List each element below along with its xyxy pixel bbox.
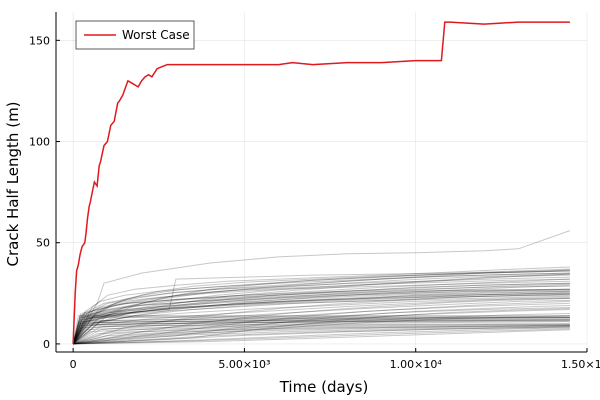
ensemble-line-45 [72, 278, 570, 345]
ensemble-line-40 [72, 290, 570, 345]
ensemble-line-32 [73, 313, 570, 345]
ensemble-line-35 [72, 288, 570, 345]
ensemble-line-24 [72, 293, 570, 345]
ensemble-line-53 [72, 272, 570, 345]
ensemble-line-13 [73, 326, 570, 345]
ensemble-line-4 [72, 323, 570, 345]
ensemble-line-31 [72, 309, 570, 345]
ensemble-line-63 [72, 269, 570, 345]
ensemble-line-65 [73, 297, 570, 345]
ensemble-line-26 [72, 296, 570, 345]
ensemble-line-33 [73, 315, 570, 345]
ensemble-line-34 [72, 285, 570, 345]
ensemble-line-61 [72, 269, 570, 345]
ensemble-line-19 [72, 317, 570, 345]
ensemble-line-62 [72, 230, 571, 345]
ensemble-line-36 [72, 288, 570, 345]
ensemble-line-25 [72, 291, 570, 345]
x-tick-label-2: 1.00×10⁴ [390, 358, 443, 371]
y-tick-label-0: 0 [43, 338, 50, 351]
ensemble-line-48 [72, 276, 570, 345]
ensemble-line-69 [72, 316, 570, 345]
ensemble-line-9 [72, 321, 570, 345]
ensemble-line-22 [72, 317, 570, 345]
ensemble-line-68 [73, 308, 570, 345]
ensemble-line-20 [72, 317, 570, 345]
ensemble-line-30 [72, 307, 570, 345]
ensemble-line-12 [73, 325, 570, 345]
x-tick-label-0: 0 [70, 358, 77, 371]
ensemble-line-57 [72, 270, 570, 345]
ensemble-line-64 [72, 293, 570, 345]
ensemble-line-6 [72, 324, 570, 345]
y-tick-label-1: 50 [36, 237, 50, 250]
x-tick-labels: 0 5.00×10³ 1.00×10⁴ 1.50×10⁴ [70, 358, 600, 371]
ensemble-line-21 [72, 319, 570, 345]
ensemble-line-1 [72, 323, 570, 345]
ensemble-line-37 [72, 292, 570, 345]
worst-case-line-group [72, 21, 570, 344]
ensemble-line-11 [73, 325, 570, 345]
y-tick-labels: 0 50 100 150 [29, 34, 50, 351]
ensemble-line-15 [73, 327, 570, 345]
ensemble-line-59 [72, 266, 570, 345]
ensemble-line-23 [72, 290, 570, 345]
ensemble-line-46 [72, 282, 570, 345]
ensemble-line-42 [72, 294, 570, 345]
ensemble-line-3 [72, 316, 570, 345]
ensemble-line-16 [73, 328, 570, 345]
y-tick-label-2: 100 [29, 136, 50, 149]
ensemble-line-14 [73, 326, 570, 345]
ensemble-line-39 [72, 289, 570, 345]
x-tick-label-3: 1.50×10⁴ [561, 358, 600, 371]
y-axis-label: Crack Half Length (m) [4, 101, 22, 266]
ensemble-line-2 [72, 320, 570, 345]
ensemble-line-43 [72, 295, 570, 345]
ensemble-line-8 [72, 325, 570, 345]
ensemble-line-41 [72, 292, 570, 345]
ensemble-line-60 [72, 270, 570, 345]
ensemble-line-52 [72, 272, 570, 345]
x-axis-label: Time (days) [279, 378, 369, 396]
ensemble-line-7 [72, 318, 570, 345]
y-tick-label-3: 150 [29, 34, 50, 47]
ensemble-line-54 [72, 273, 570, 345]
ensemble-line-27 [72, 297, 570, 345]
ensemble-line-66 [73, 300, 570, 345]
ensemble-line-29 [72, 302, 570, 345]
ensemble-line-18 [72, 315, 570, 344]
ensemble-line-49 [72, 278, 570, 345]
legend: Worst Case [75, 20, 195, 50]
ensemble-line-44 [72, 280, 570, 345]
ensemble-line-67 [73, 305, 570, 345]
ensemble-line-28 [72, 299, 570, 345]
ensemble-line-5 [72, 319, 570, 345]
axes [55, 12, 588, 353]
ensemble-line-17 [73, 329, 570, 345]
ensemble-line-58 [72, 273, 570, 345]
legend-worst-case-label: Worst Case [122, 28, 190, 42]
ensemble-line-38 [72, 288, 570, 345]
x-tick-label-1: 5.00×10³ [218, 358, 270, 371]
ensemble-line-50 [72, 282, 570, 345]
worst-case-line [72, 21, 570, 344]
ensemble-line-51 [72, 284, 570, 345]
ensemble-line-10 [72, 324, 570, 345]
ensemble-line-0 [72, 319, 570, 345]
ensemble-line-55 [72, 274, 570, 345]
ensemble-line-47 [72, 283, 570, 345]
ensemble-line-56 [72, 268, 570, 345]
ensemble-lines [72, 230, 571, 345]
